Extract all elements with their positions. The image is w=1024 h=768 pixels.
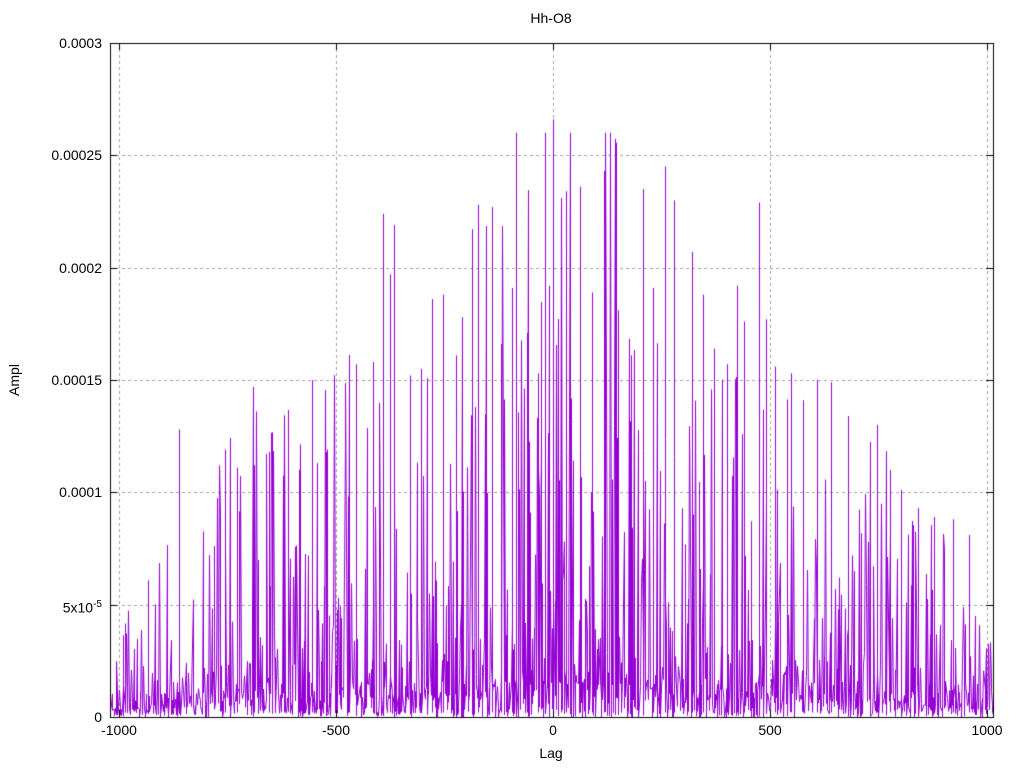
x-tick-label: -1000 bbox=[101, 722, 137, 738]
x-tick-label: 0 bbox=[549, 722, 557, 738]
y-tick-label: 0.0001 bbox=[59, 484, 102, 500]
y-tick-label: 5x10-5 bbox=[62, 599, 102, 616]
x-tick-label: -500 bbox=[321, 722, 351, 738]
y-tick-label: 0.0003 bbox=[59, 35, 102, 51]
y-tick-label: 0 bbox=[94, 709, 102, 725]
y-tick-label: 0.00015 bbox=[51, 372, 102, 388]
y-tick-label: 0.00025 bbox=[51, 147, 102, 163]
x-tick-label: 500 bbox=[758, 722, 782, 738]
y-tick-label: 0.0002 bbox=[59, 260, 102, 276]
x-tick-label: 1000 bbox=[971, 722, 1003, 738]
